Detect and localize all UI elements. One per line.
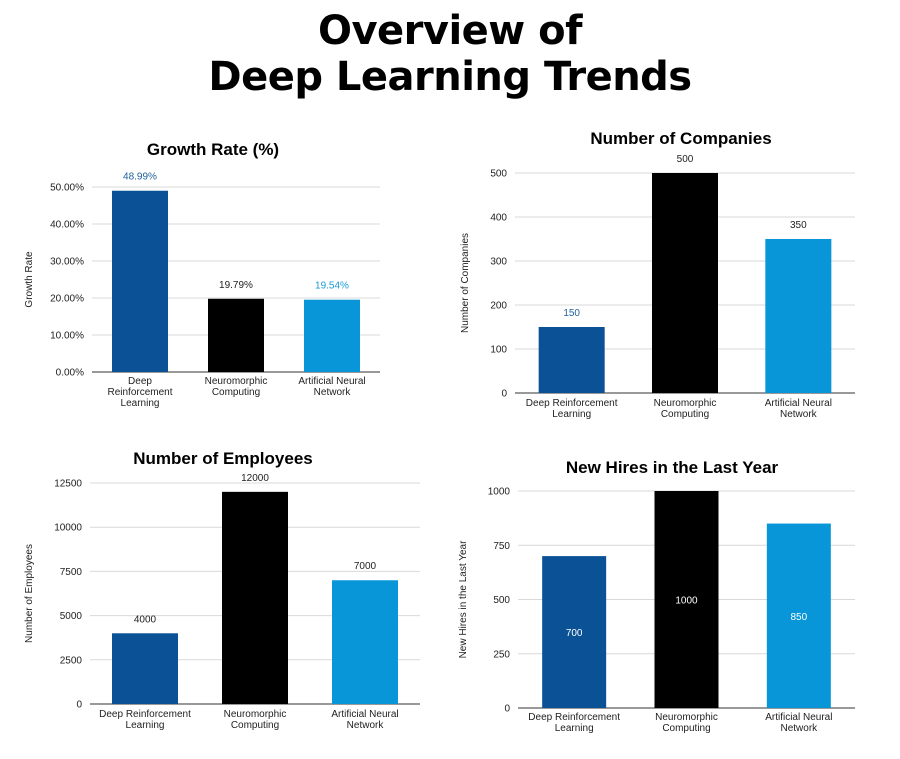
- employees-data-label-1: 4000: [134, 614, 157, 625]
- growth-category-label-1: Deep Reinforcement Learning: [107, 376, 172, 409]
- growth-data-label-1: 48.99%: [123, 172, 157, 183]
- hires-y-tick-label: 250: [493, 649, 510, 660]
- companies-data-label-3: 350: [790, 220, 807, 231]
- companies-y-tick-label: 500: [490, 169, 507, 180]
- companies-category-label-1: Deep Reinforcement Learning: [526, 398, 618, 420]
- companies-category-label-3: Artificial Neural Network: [765, 398, 832, 420]
- growth-rate-chart: Growth Rate (%) 0.00% 10.00% 20.00% 30.00% 40…: [24, 140, 380, 409]
- growth-y-tick-label: 10.00%: [50, 331, 84, 342]
- companies-data-label-1: 150: [563, 308, 580, 319]
- employees-data-label-3: 7000: [354, 561, 377, 572]
- hires-chart-title: New Hires in the Last Year: [566, 458, 779, 477]
- companies-bar-1: [538, 327, 605, 393]
- employees-bar-2: [222, 491, 288, 704]
- hires-y-tick-label: 0: [504, 704, 510, 715]
- growth-y-tick-label: 30.00%: [50, 257, 84, 268]
- hires-y-tick-label: 500: [493, 595, 510, 606]
- main-title-line-1: Overview of: [317, 8, 583, 54]
- growth-data-label-2: 19.79%: [219, 280, 253, 291]
- growth-y-tick-label: 40.00%: [50, 220, 84, 231]
- hires-y-axis-label: New Hires in the Last Year: [458, 540, 469, 659]
- main-title: Overview of Deep Learning Trends: [0, 8, 900, 100]
- companies-y-tick-label: 300: [490, 257, 507, 268]
- companies-category-label-2: Neuromorphic Computing: [654, 398, 717, 420]
- employees-y-tick-label: 12500: [54, 479, 82, 490]
- hires-bar-2: [654, 491, 719, 708]
- hires-data-label-3: 850: [790, 612, 807, 623]
- employees-y-tick-label: 5000: [60, 611, 83, 622]
- growth-category-label-2: Neuromorphic Computing: [205, 376, 268, 398]
- employees-y-axis-label: Number of Employees: [24, 544, 35, 643]
- employees-chart: Number of Employees 0 2500 5000 7500 10000 125…: [24, 449, 420, 731]
- employees-bar-1: [112, 633, 178, 704]
- employees-category-label-1: Deep Reinforcement Learning: [99, 709, 191, 731]
- hires-y-tick-label: 1000: [488, 487, 511, 498]
- companies-y-tick-label: 400: [490, 213, 507, 224]
- growth-y-tick-label: 50.00%: [50, 183, 84, 194]
- employees-bar-3: [332, 580, 398, 704]
- companies-bar-3: [765, 239, 832, 393]
- hires-y-tick-label: 750: [493, 541, 510, 552]
- companies-chart-title: Number of Companies: [590, 129, 771, 148]
- hires-bar-3: [766, 523, 831, 708]
- growth-bar-3: [304, 299, 360, 372]
- companies-bar-2: [652, 173, 718, 393]
- employees-y-tick-label: 10000: [54, 523, 82, 534]
- hires-category-label-3: Artificial Neural Network: [765, 712, 832, 734]
- new-hires-chart: New Hires in the Last Year 0 250 500 750 1000…: [458, 458, 855, 734]
- main-title-line-2: Deep Learning Trends: [208, 54, 692, 100]
- companies-data-label-2: 500: [677, 154, 694, 165]
- employees-category-label-2: Neuromorphic Computing: [224, 709, 287, 731]
- hires-data-label-2: 1000: [675, 596, 698, 607]
- companies-chart: Number of Companies 0 100 200 300 400 500 Numbe…: [460, 129, 855, 420]
- hires-category-label-2: Neuromorphic Computing: [655, 712, 718, 734]
- growth-y-tick-label: 20.00%: [50, 294, 84, 305]
- growth-bar-1: [112, 190, 168, 372]
- growth-y-axis-label: Growth Rate: [24, 251, 35, 308]
- growth-data-label-3: 19.54%: [315, 281, 349, 292]
- growth-bar-2: [208, 298, 264, 372]
- employees-category-label-3: Artificial Neural Network: [331, 709, 398, 731]
- companies-y-tick-label: 0: [501, 389, 507, 400]
- employees-y-tick-label: 2500: [60, 655, 83, 666]
- companies-y-tick-label: 100: [490, 345, 507, 356]
- employees-chart-title: Number of Employees: [133, 449, 313, 468]
- growth-y-tick-label: 0.00%: [56, 368, 84, 379]
- growth-category-label-3: Artificial Neural Network: [298, 376, 365, 398]
- companies-y-axis-label: Number of Companies: [460, 233, 471, 333]
- hires-category-label-1: Deep Reinforcement Learning: [528, 712, 620, 734]
- growth-chart-title: Growth Rate (%): [147, 140, 279, 159]
- hires-bar-1: [542, 556, 607, 708]
- hires-data-label-1: 700: [566, 628, 583, 639]
- companies-y-tick-label: 200: [490, 301, 507, 312]
- employees-y-tick-label: 7500: [60, 567, 83, 578]
- employees-data-label-2: 12000: [241, 473, 269, 484]
- employees-y-tick-label: 0: [76, 700, 82, 711]
